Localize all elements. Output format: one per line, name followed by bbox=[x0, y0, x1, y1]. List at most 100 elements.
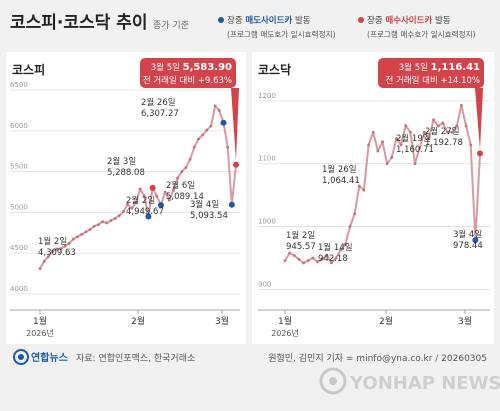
data-point bbox=[343, 242, 347, 246]
x-tick-label: 2월 bbox=[131, 315, 145, 327]
chart-title: 코스피 bbox=[12, 62, 45, 77]
sell-sidecar-point bbox=[220, 119, 227, 126]
data-point bbox=[122, 210, 125, 213]
chart-title: 코스닥 bbox=[258, 62, 291, 77]
data-point bbox=[180, 170, 184, 174]
callout-line1: 3월 5일 1,116.41 bbox=[399, 62, 480, 73]
data-point bbox=[367, 143, 370, 147]
data-point bbox=[109, 219, 113, 222]
data-point bbox=[117, 214, 121, 218]
x-tick-label: 2월 bbox=[379, 315, 393, 327]
data-point bbox=[163, 190, 167, 194]
sell-sidecar-marker-icon bbox=[218, 17, 224, 23]
data-point bbox=[188, 158, 192, 161]
svg-text:장중 매도사이드카 발동: 장중 매도사이드카 발동 bbox=[227, 15, 311, 26]
data-point bbox=[155, 194, 159, 198]
svg-text:장중 매수사이드카 발동: 장중 매수사이드카 발동 bbox=[367, 15, 451, 26]
data-point bbox=[213, 104, 217, 108]
legend-buy-note: (프로그램 매수호가 일시효력정지) bbox=[367, 29, 476, 39]
yonhap-logo-icon bbox=[13, 349, 29, 365]
data-point bbox=[134, 201, 138, 204]
data-point bbox=[413, 162, 417, 166]
data-point bbox=[330, 261, 333, 265]
data-point bbox=[469, 143, 473, 147]
data-point bbox=[217, 109, 221, 112]
data-point bbox=[325, 253, 329, 257]
data-point bbox=[283, 259, 287, 263]
legend-buy: 장중 매수사이드카 발동 (프로그램 매수호가 일시효력정지) bbox=[358, 15, 476, 39]
data-point bbox=[302, 261, 305, 265]
data-point bbox=[297, 257, 301, 261]
buy-sidecar-point bbox=[149, 184, 156, 191]
data-point bbox=[390, 156, 394, 159]
data-label: 3월 4일 978.44 bbox=[453, 229, 483, 251]
data-point bbox=[316, 260, 319, 264]
data-point bbox=[311, 256, 315, 260]
data-point bbox=[418, 146, 422, 150]
legend-sell-note: (프로그램 매도호가 일시효력정지) bbox=[227, 29, 336, 39]
buy-sidecar-point bbox=[233, 161, 239, 168]
legend-sell: 장중 매도사이드카 발동 (프로그램 매도호가 일시효력정지) bbox=[218, 15, 336, 39]
data-point bbox=[385, 162, 389, 166]
data-point bbox=[92, 224, 96, 228]
source-text: 자료: 연합인포맥스, 한국거래소 bbox=[76, 353, 195, 364]
data-point bbox=[59, 247, 63, 251]
data-point bbox=[422, 130, 426, 134]
data-point bbox=[38, 267, 42, 271]
data-point bbox=[436, 124, 440, 128]
callout-line1: 3월 5일 5,583.90 bbox=[151, 62, 232, 73]
y-tick-label: 1200 bbox=[258, 92, 276, 100]
data-point bbox=[138, 187, 142, 191]
data-label: 1월 14일 942.18 bbox=[318, 242, 353, 264]
data-point bbox=[395, 137, 398, 140]
data-label: 1월 2일 945.57 bbox=[286, 230, 316, 252]
watermark-text: YONHAP NEWS bbox=[349, 373, 500, 394]
data-point bbox=[176, 176, 180, 180]
legend-sell-prefix: 장중 bbox=[227, 15, 245, 26]
data-point bbox=[408, 130, 412, 134]
y-tick-label: 6000 bbox=[10, 122, 28, 130]
data-label: 1월 26일 1,064.41 bbox=[322, 164, 360, 186]
legend-sell-name: 매도사이드카 bbox=[245, 15, 292, 26]
data-point bbox=[441, 121, 445, 125]
data-point bbox=[353, 212, 357, 216]
y-tick-label: 5500 bbox=[10, 163, 28, 171]
y-tick-label: 5000 bbox=[10, 203, 28, 211]
x-tick-sublabel: 2026년 bbox=[271, 328, 299, 338]
data-label: 2월 6일 5,089.14 bbox=[166, 180, 204, 202]
data-label: 2월 26일 6,307.27 bbox=[141, 97, 179, 119]
x-tick-label: 1월 bbox=[33, 315, 47, 327]
data-label: 2월 3일 5,288.08 bbox=[107, 156, 145, 178]
data-point bbox=[288, 251, 292, 255]
data-point bbox=[192, 145, 196, 149]
data-point bbox=[226, 145, 230, 149]
y-tick-label: 4000 bbox=[10, 285, 28, 293]
legend-buy-suffix: 발동 bbox=[432, 15, 451, 26]
footer bbox=[0, 344, 500, 411]
data-point bbox=[101, 220, 104, 224]
legend-buy-name: 매수사이드카 bbox=[385, 15, 432, 26]
data-point bbox=[96, 223, 100, 226]
data-point bbox=[381, 140, 384, 144]
callout: 3월 5일 1,116.41 전 거래일 대비 +14.10% bbox=[378, 58, 484, 150]
sell-sidecar-point bbox=[145, 213, 152, 220]
data-point bbox=[320, 257, 324, 261]
sell-sidecar-point bbox=[157, 202, 164, 209]
callout-line2: 전 거래일 대비 +14.10% bbox=[385, 75, 480, 86]
data-point bbox=[339, 248, 343, 252]
data-point bbox=[197, 137, 200, 141]
data-point bbox=[404, 124, 408, 127]
data-point bbox=[42, 259, 46, 263]
data-point bbox=[334, 256, 338, 260]
y-tick-label: 4500 bbox=[10, 244, 28, 252]
kosdaq-panel bbox=[252, 52, 494, 344]
data-point bbox=[167, 198, 171, 202]
data-point bbox=[142, 194, 146, 198]
data-point bbox=[464, 124, 468, 128]
data-point bbox=[376, 149, 380, 153]
data-label: 2월 27일 1,192.78 bbox=[425, 126, 463, 148]
data-point bbox=[80, 232, 84, 236]
